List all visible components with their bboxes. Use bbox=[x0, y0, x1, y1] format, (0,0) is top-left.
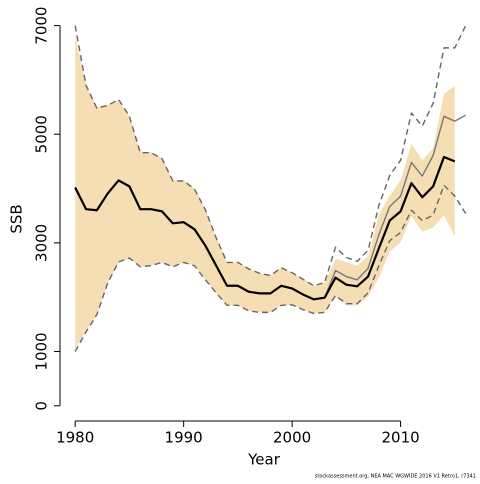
x-tick-label: 1990 bbox=[165, 429, 203, 447]
x-tick-label: 2000 bbox=[273, 429, 311, 447]
y-tick-label: 0 bbox=[33, 401, 51, 411]
ssb-line bbox=[74, 155, 456, 301]
y-tick-label: 5000 bbox=[33, 115, 51, 153]
x-axis-label: Year bbox=[247, 451, 281, 469]
ci-line bbox=[74, 184, 467, 352]
y-tick-label: 1000 bbox=[33, 332, 51, 370]
x-tick-label: 2010 bbox=[381, 429, 419, 447]
y-axis-label: SSB bbox=[8, 204, 26, 233]
footnote: stockassessment.org, NEA MAC WGWIDE 2016… bbox=[315, 474, 476, 480]
confidence-band bbox=[75, 34, 455, 349]
ci-line bbox=[74, 25, 467, 287]
x-tick-label: 1980 bbox=[56, 429, 94, 447]
y-tick-label: 3000 bbox=[33, 224, 51, 262]
y-tick-label: 7000 bbox=[33, 7, 51, 45]
